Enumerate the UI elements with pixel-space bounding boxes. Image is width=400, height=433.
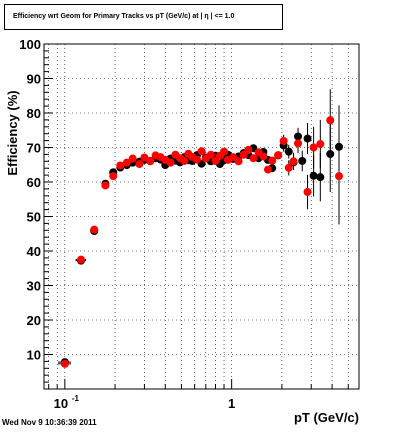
data-point <box>274 151 283 160</box>
data-point <box>180 156 189 165</box>
data-point <box>259 152 268 161</box>
data-point <box>220 147 229 156</box>
data-point <box>289 157 298 166</box>
axes: 10 20 30 40 50 60 70 80 90 100 10 -1 1 <box>19 37 349 411</box>
y-tick-label: 80 <box>27 106 41 121</box>
data-point <box>146 157 155 166</box>
y-tick-label: 40 <box>27 244 41 259</box>
data-point <box>101 181 110 190</box>
x-axis-label: pT (GeV/c) <box>294 410 359 425</box>
data-point <box>309 171 318 180</box>
plot-frame <box>43 43 360 390</box>
data-point <box>284 163 293 172</box>
data-point <box>303 134 312 143</box>
data-point <box>326 150 335 159</box>
data-point <box>193 155 202 164</box>
data-point <box>109 172 118 181</box>
data-point <box>77 255 86 264</box>
y-tick-label: 10 <box>27 348 41 363</box>
y-axis-label: Efficiency (%) <box>5 90 20 175</box>
date-stamp: Wed Nov 9 10:36:39 2011 <box>2 418 97 427</box>
y-tick-label: 50 <box>27 210 41 225</box>
data-point <box>309 143 318 152</box>
data-point <box>249 154 258 163</box>
data-point <box>197 147 206 156</box>
data-point <box>279 136 288 145</box>
x-tick-label: 1 <box>228 396 235 411</box>
data-point <box>294 139 303 148</box>
data-point <box>90 225 99 234</box>
data-point <box>122 158 131 167</box>
y-tick-label: 100 <box>19 37 41 52</box>
data-point <box>326 116 335 125</box>
data-point <box>140 153 149 162</box>
data-point <box>334 172 343 181</box>
data-point <box>60 359 69 368</box>
y-tick-label: 90 <box>27 72 41 87</box>
data-point <box>263 165 272 174</box>
data-point <box>135 160 144 169</box>
data-point <box>244 145 253 154</box>
data-point <box>229 153 238 162</box>
data-point <box>166 158 175 167</box>
data-point <box>128 154 137 163</box>
y-tick-label: 70 <box>27 141 41 156</box>
x-tick-label-exponent: -1 <box>72 394 80 403</box>
data-point <box>268 156 277 165</box>
x-tick-label: 10 <box>54 396 68 411</box>
data-point <box>284 147 293 156</box>
y-tick-label: 20 <box>27 313 41 328</box>
series-red <box>58 89 343 368</box>
data-point <box>206 150 215 159</box>
data-point <box>316 173 325 182</box>
data-point <box>116 161 125 170</box>
data-point <box>234 157 243 166</box>
grid-lines <box>44 44 359 389</box>
y-tick-label: 60 <box>27 175 41 190</box>
chart-title: Efficiency wrt Geom for Primary Tracks v… <box>4 4 283 30</box>
data-point <box>298 156 307 165</box>
y-tick-label: 30 <box>27 279 41 294</box>
data-point <box>303 188 312 197</box>
data-series <box>58 89 343 368</box>
data-point <box>316 140 325 149</box>
